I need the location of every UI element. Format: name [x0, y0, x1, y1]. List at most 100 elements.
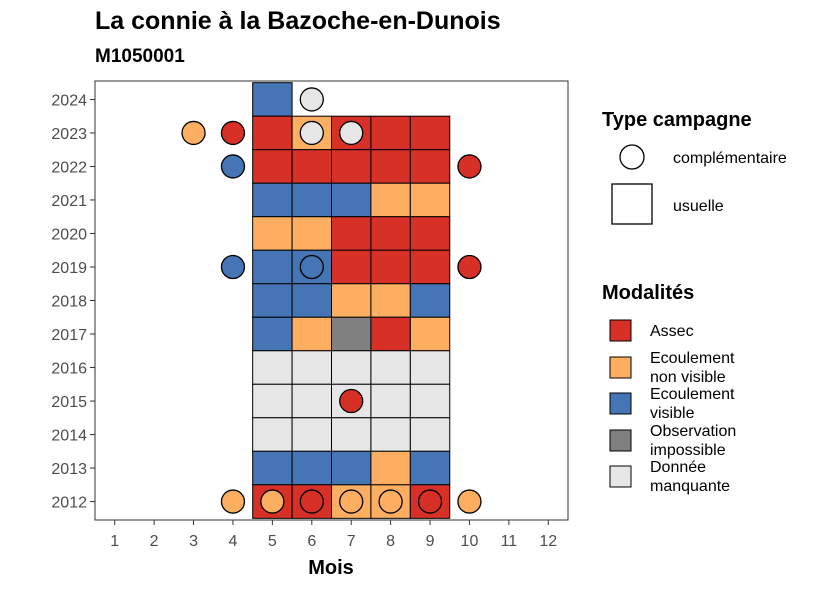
x-tick-label: 6 [307, 533, 316, 550]
complementaire-point [220, 120, 246, 146]
x-tick-label: 5 [268, 533, 277, 550]
usuelle-cell [409, 450, 451, 486]
usuelle-cell [409, 417, 451, 452]
complementaire-point [220, 254, 246, 280]
usuelle-cells [252, 82, 451, 519]
usuelle-cell [252, 82, 293, 117]
usuelle-cell [409, 115, 451, 151]
usuelle-cell [331, 450, 372, 486]
legend-mod-swatch [609, 319, 632, 342]
usuelle-cell [252, 216, 293, 251]
legend-mod-swatch [609, 429, 632, 452]
usuelle-cell [252, 115, 293, 151]
legend-mod-label: Ecoulement [650, 386, 735, 403]
usuelle-cell [409, 316, 451, 352]
usuelle-cell [291, 182, 333, 218]
usuelle-cell [331, 316, 372, 352]
chart-subtitle: M1050001 [95, 46, 185, 67]
y-tick-label: 2012 [51, 495, 87, 512]
complementaire-point [378, 489, 403, 514]
legend-mod-title: Modalités [602, 282, 694, 304]
legend-type-label: complémentaire [673, 150, 787, 167]
usuelle-cell [409, 182, 451, 218]
legend-mod-label: Assec [650, 323, 694, 340]
complementaire-point [457, 154, 482, 179]
x-tick-label: 4 [229, 533, 238, 550]
usuelle-cell [409, 149, 451, 184]
x-tick-label: 2 [150, 533, 159, 550]
usuelle-cell [331, 249, 372, 285]
usuelle-cell [291, 450, 333, 486]
x-tick-label: 7 [347, 533, 356, 550]
usuelle-cell [370, 149, 411, 184]
usuelle-cell [409, 283, 451, 318]
x-tick-label: 1 [110, 533, 119, 550]
legend-circle-swatch [619, 144, 645, 170]
usuelle-cell [291, 149, 333, 184]
complementaire-point [299, 120, 324, 146]
usuelle-cell [370, 249, 411, 285]
y-tick-label: 2023 [51, 126, 87, 143]
y-tick-label: 2016 [51, 361, 87, 378]
usuelle-cell [331, 149, 372, 184]
usuelle-cell [252, 316, 293, 352]
usuelle-cell [252, 450, 293, 486]
legend-mod-label: manquante [650, 478, 730, 495]
legend-mod-label: Donnée [650, 459, 706, 476]
usuelle-cell [370, 216, 411, 251]
legend-mod-label: impossible [650, 442, 726, 459]
usuelle-cell [370, 115, 411, 151]
x-axis-label: Mois [308, 557, 354, 579]
x-tick-label: 10 [461, 533, 479, 550]
x-tick-label: 9 [426, 533, 435, 550]
complementaire-point [457, 489, 482, 514]
usuelle-cell [409, 350, 451, 385]
usuelle-cell [291, 283, 333, 318]
usuelle-cell [331, 283, 372, 318]
y-tick-label: 2017 [51, 327, 87, 344]
complementaire-point [299, 254, 324, 280]
complementaire-point [299, 87, 324, 112]
x-tick-label: 8 [386, 533, 395, 550]
y-tick-label: 2018 [51, 294, 87, 311]
usuelle-cell [409, 249, 451, 285]
y-tick-label: 2021 [51, 193, 87, 210]
usuelle-cell [252, 417, 293, 452]
legend-mod-swatch [609, 356, 632, 379]
x-tick-label: 12 [539, 533, 557, 550]
usuelle-cell [370, 182, 411, 218]
usuelle-cell [370, 316, 411, 352]
usuelle-cell [370, 383, 411, 419]
usuelle-cell [370, 350, 411, 385]
complementaire-point [339, 120, 364, 146]
complementaire-point [457, 254, 482, 280]
complementaire-points [181, 87, 482, 514]
usuelle-cell [291, 216, 333, 251]
y-tick-label: 2013 [51, 461, 87, 478]
y-tick-label: 2014 [51, 428, 87, 445]
y-tick-label: 2015 [51, 394, 87, 411]
legend-mod-swatch [609, 392, 632, 415]
legend-mod-label: visible [650, 405, 695, 422]
y-tick-label: 2019 [51, 260, 87, 277]
x-tick-label: 11 [501, 533, 518, 550]
chart-title: La connie à la Bazoche-en-Dunois [95, 7, 501, 35]
usuelle-cell [252, 350, 293, 385]
legend-square-swatch [611, 183, 653, 225]
usuelle-cell [252, 149, 293, 184]
axes: 1 2 3 4 5 6 7 8 9 10 11 122012201320142015201620172… [51, 92, 557, 550]
usuelle-cell [409, 216, 451, 251]
usuelle-cell [331, 182, 372, 218]
complementaire-point [260, 489, 285, 514]
usuelle-cell [291, 350, 333, 385]
usuelle-cell [331, 417, 372, 452]
usuelle-cell [331, 216, 372, 251]
complementaire-point [299, 489, 324, 514]
legend: Type campagne complémentaire usuelle Modali… [602, 109, 787, 495]
usuelle-cell [370, 450, 411, 486]
legend-mod-swatch [609, 465, 632, 488]
usuelle-cell [331, 350, 372, 385]
y-tick-label: 2020 [51, 226, 87, 243]
usuelle-cell [291, 383, 333, 419]
